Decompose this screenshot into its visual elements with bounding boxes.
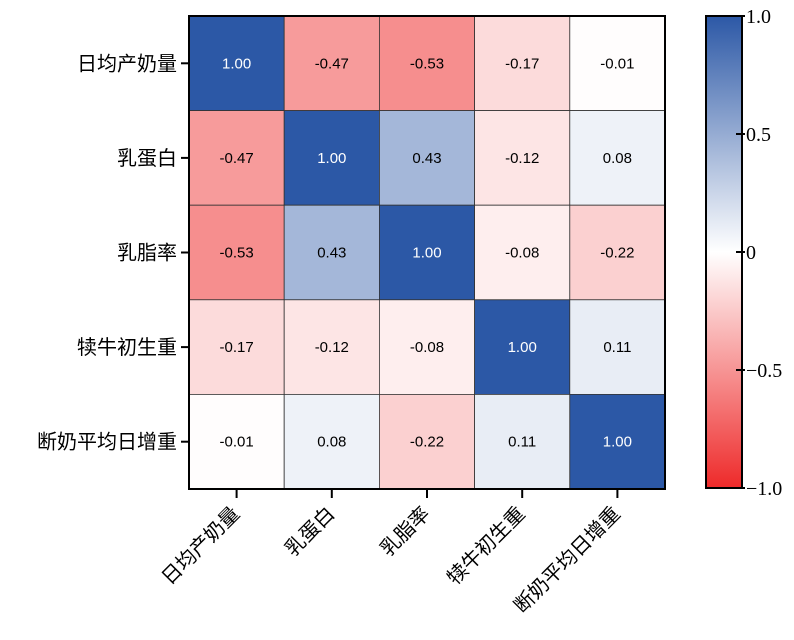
heatmap-cell-1-0 (188, 110, 285, 206)
colorbar-tick-label-3: −0.5 (746, 360, 782, 382)
cell-value-label-0-2: -0.53 (410, 55, 444, 72)
colorbar-tick-label-0: 1.0 (746, 6, 771, 28)
cell-value-label-4-4: 1.00 (603, 434, 632, 451)
heatmap-cell-4-0 (188, 393, 285, 490)
colorbar: 1.0 0.5 0 −0.5 −1.0 (705, 6, 782, 500)
heatmap-cell-0-4 (569, 15, 666, 111)
cell-value-label-3-0: -0.17 (219, 339, 253, 356)
colorbar-tick-label-2: 0 (746, 242, 756, 264)
cell-value-label-0-3: -0.17 (505, 55, 539, 72)
cell-value-label-2-1: 0.43 (317, 245, 346, 262)
colorbar-tick-label-1: 0.5 (746, 124, 771, 146)
heatmap-cell-3-1 (283, 299, 380, 395)
heatmap-cell-0-3 (474, 15, 571, 111)
cell-value-label-4-0: -0.01 (219, 434, 253, 451)
heatmap-cell-4-2 (378, 393, 475, 490)
cell-value-label-0-0: 1.00 (222, 55, 251, 72)
heatmap-cell-2-2 (378, 204, 475, 301)
cell-value-label-2-4: -0.22 (600, 245, 634, 262)
colorbar-tick-label-4: −1.0 (746, 478, 782, 500)
heatmap-cell-4-1 (283, 393, 380, 490)
cell-value-label-4-1: 0.08 (317, 434, 346, 451)
y-tick-label-4: 断奶平均日增重 (37, 430, 177, 454)
cell-value-label-0-1: -0.47 (315, 55, 349, 72)
y-tick-label-3: 犊牛初生重 (77, 335, 177, 359)
y-tick-label-2: 乳脂率 (117, 241, 177, 265)
cell-value-label-4-3: 0.11 (508, 434, 536, 451)
heatmap-cells: 1.00 -0.47 -0.53 -0.17 -0.01 -0.47 1.00 0.43 -0.… (188, 15, 666, 490)
x-tick-label-0: 日均产奶量 (156, 502, 244, 590)
cell-value-label-3-1: -0.12 (315, 339, 349, 356)
cell-value-label-1-1: 1.00 (317, 150, 346, 167)
cell-value-label-2-0: -0.53 (219, 245, 253, 262)
heatmap-cell-3-3 (474, 299, 571, 395)
heatmap-cell-0-0 (188, 15, 285, 111)
y-tick-label-1: 乳蛋白 (117, 146, 177, 170)
heatmap-cell-2-1 (283, 204, 380, 301)
cell-value-label-4-2: -0.22 (410, 434, 444, 451)
x-tick-label-3: 犊牛初生重 (442, 502, 530, 590)
y-tick-label-0: 日均产奶量 (77, 51, 177, 75)
heatmap-cell-2-3 (474, 204, 571, 301)
cell-value-label-3-3: 1.00 (508, 339, 537, 356)
colorbar-gradient (705, 15, 743, 489)
heatmap-cell-1-4 (569, 110, 666, 206)
cell-value-label-3-2: -0.08 (410, 339, 444, 356)
heatmap-cell-4-4 (569, 393, 666, 490)
cell-value-label-1-4: 0.08 (603, 150, 632, 167)
heatmap-cell-0-1 (283, 15, 380, 111)
heatmap-cell-3-2 (378, 299, 475, 395)
cell-value-label-1-3: -0.12 (505, 150, 539, 167)
x-tick-label-1: 乳蛋白 (280, 502, 339, 561)
heatmap-cell-1-2 (378, 110, 475, 206)
cell-value-label-1-2: 0.43 (412, 150, 441, 167)
cell-value-label-0-4: -0.01 (600, 55, 634, 72)
cell-value-label-2-3: -0.08 (505, 245, 539, 262)
heatmap-cell-2-4 (569, 204, 666, 301)
cell-value-label-1-0: -0.47 (219, 150, 253, 167)
cell-value-label-2-2: 1.00 (412, 245, 441, 262)
x-tick-label-2: 乳脂率 (375, 502, 434, 561)
cell-value-label-3-4: 0.11 (603, 339, 631, 356)
heatmap-cell-3-4 (569, 299, 666, 395)
